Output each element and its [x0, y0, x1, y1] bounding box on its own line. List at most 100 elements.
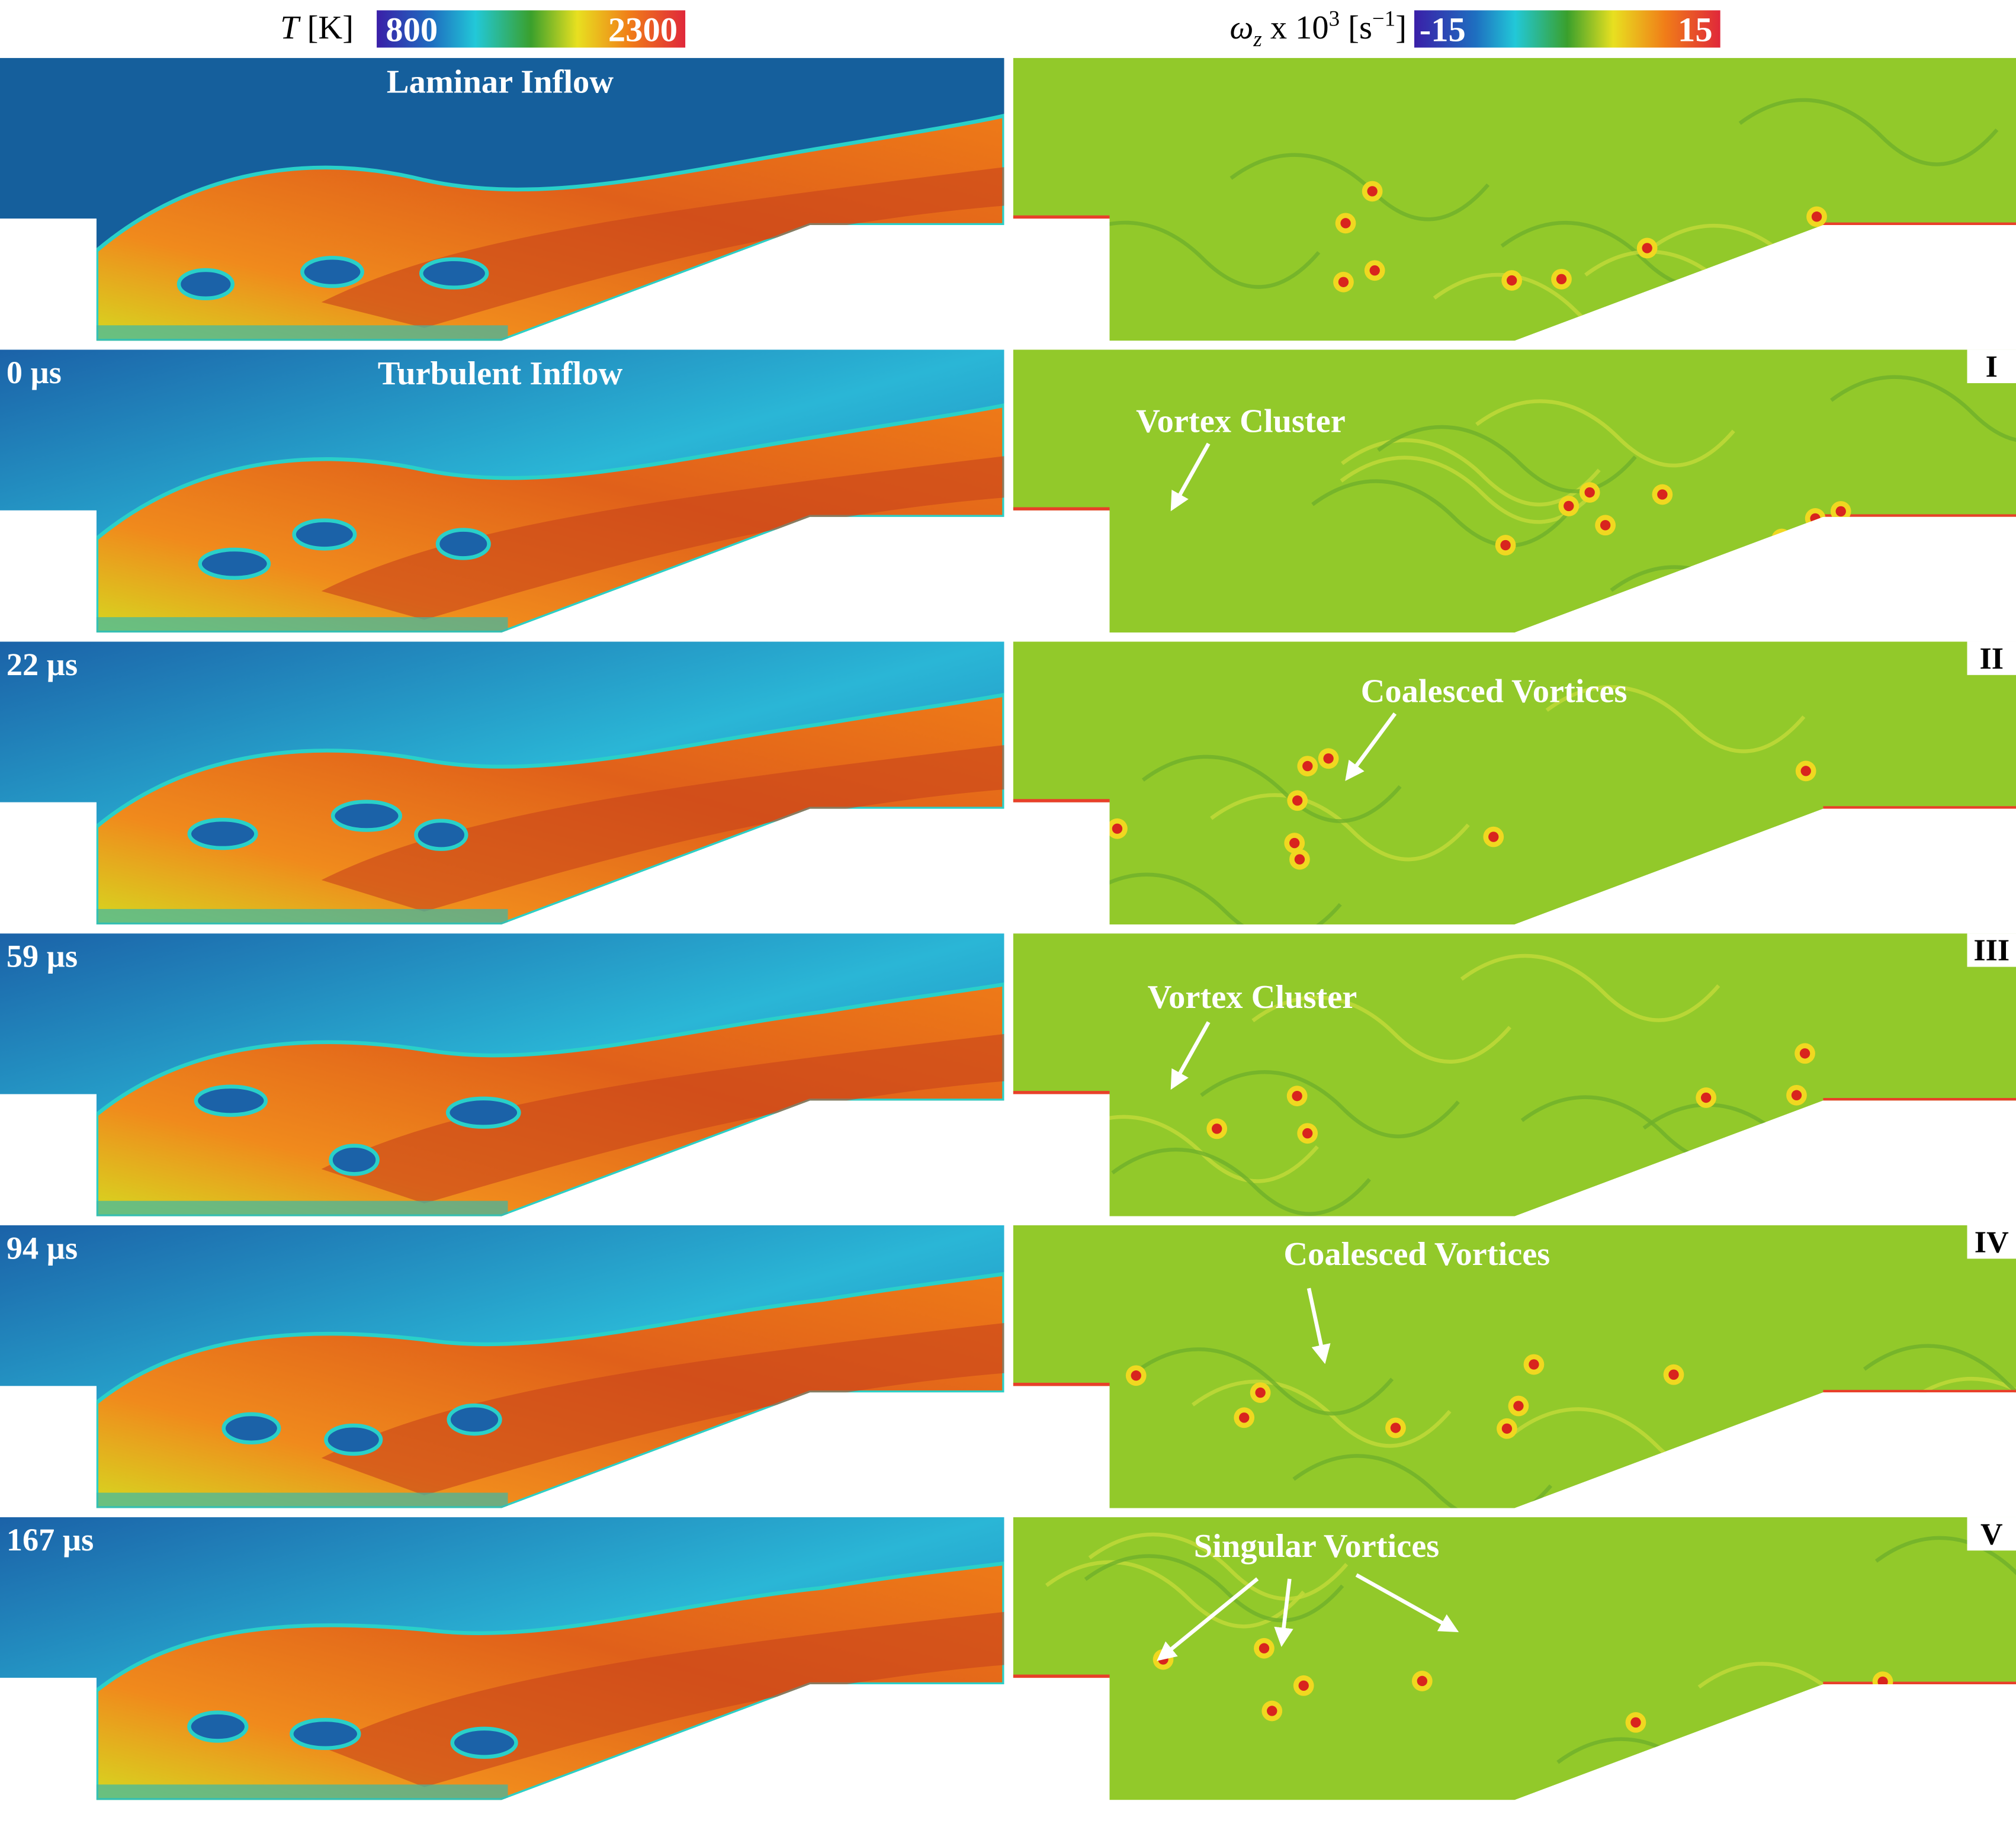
streak	[1738, 98, 1999, 166]
eddy	[198, 547, 271, 580]
arrow	[1157, 1577, 1259, 1661]
vortex-core	[1267, 1706, 1277, 1716]
streak	[1797, 1439, 2016, 1508]
vortex-core	[1500, 540, 1511, 551]
streak	[1200, 1070, 1460, 1139]
eddy	[414, 818, 468, 851]
vortex-core	[1700, 1092, 1712, 1103]
vortex-core	[1657, 489, 1668, 500]
streak	[1863, 1344, 2016, 1412]
eddy	[419, 257, 489, 290]
streak	[1141, 754, 1402, 823]
vortex-core	[1298, 1680, 1309, 1691]
roman-numeral: V	[1980, 1517, 2003, 1551]
flame-core	[321, 1034, 1004, 1204]
streak	[1813, 848, 2016, 917]
vortex-core	[1876, 1154, 1887, 1165]
eddy	[187, 817, 258, 850]
numeral-box	[1967, 641, 2016, 675]
vortex-core	[1642, 243, 1652, 253]
flame	[94, 403, 1004, 633]
vortex-core	[1733, 1740, 1745, 1751]
arrow	[1274, 1578, 1293, 1647]
vortex-core	[1292, 1090, 1302, 1102]
background	[1013, 933, 2016, 1216]
vortex-core	[1369, 265, 1380, 276]
streak	[1475, 399, 1735, 468]
eddy	[445, 1096, 521, 1129]
streak	[1664, 1726, 1924, 1795]
temperature-colorbar: T [K] 800 2300	[280, 9, 686, 49]
vortex-core	[1799, 1048, 1810, 1059]
streak	[1460, 953, 1720, 1022]
vortex-core	[1211, 1123, 1222, 1134]
vortex-core	[1255, 1387, 1266, 1398]
annotation: Coalesced Vortices	[1361, 673, 1627, 709]
eddy	[292, 518, 357, 551]
roman-numeral: II	[1979, 642, 2004, 676]
vorticity-panel	[1013, 57, 2016, 341]
arrow	[1170, 1021, 1211, 1090]
temperature-panel	[0, 1225, 1004, 1508]
time-label: 22 µs	[7, 647, 78, 682]
vortex-core	[1323, 753, 1334, 764]
temperature-panel	[0, 641, 1004, 924]
panel-title: Turbulent Inflow	[378, 355, 623, 392]
vortex-core	[1501, 1423, 1513, 1434]
arrow	[1306, 1287, 1331, 1364]
vortex-halo	[1728, 1735, 1749, 1756]
vorticity-panel	[1013, 349, 2016, 633]
arrow	[1345, 712, 1397, 781]
vortex-core	[1367, 186, 1378, 197]
eddy	[447, 1403, 502, 1436]
vortex-core	[1529, 1359, 1539, 1370]
flame-core	[321, 167, 1004, 328]
streak	[1210, 793, 1470, 862]
eddy	[324, 1423, 383, 1456]
streak	[1111, 1148, 1371, 1216]
panel-title: Laminar Inflow	[387, 63, 614, 100]
colorbar-max: 15	[1678, 11, 1713, 49]
annotation: Vortex Cluster	[1136, 403, 1346, 439]
annotation: Singular Vortices	[1194, 1528, 1439, 1565]
eddy	[194, 1084, 268, 1117]
time-label: 59 µs	[7, 939, 78, 974]
eddy	[176, 268, 235, 301]
numeral-box	[1967, 1225, 2016, 1259]
vortex-core	[1340, 218, 1351, 229]
vorticity-colorbar: ωz x 103 [s−1] -15 15	[1230, 6, 1720, 51]
background	[1013, 1517, 2016, 1800]
vortex-core	[1390, 1423, 1401, 1433]
temperature-panel	[0, 1517, 1004, 1800]
annotation: Coalesced Vortices	[1283, 1236, 1550, 1273]
background	[1013, 57, 2016, 341]
flame-core	[321, 1322, 1004, 1495]
eddy	[290, 1717, 361, 1750]
flame-core	[321, 745, 1004, 912]
streak	[1084, 1554, 1344, 1623]
vortex-core	[1289, 837, 1300, 849]
flame-core	[321, 456, 1004, 620]
wall-layer	[96, 617, 508, 633]
vortex-core	[1564, 500, 1574, 512]
streak	[1906, 1377, 2016, 1445]
colorbar	[1414, 10, 1720, 48]
streak	[1251, 996, 1511, 1064]
arrow	[1355, 1573, 1459, 1632]
vortex-core	[1791, 1090, 1802, 1101]
vortex-core	[1835, 506, 1846, 517]
annotation: Vortex Cluster	[1148, 979, 1357, 1016]
vortex-core	[1488, 831, 1499, 842]
vortex-core	[1294, 854, 1305, 865]
streak	[1134, 1347, 1394, 1416]
colorbar-min: -15	[1420, 11, 1466, 49]
colorbar-label: T [K]	[280, 9, 354, 46]
vorticity-panel	[1013, 933, 2016, 1216]
time-label: 94 µs	[7, 1230, 78, 1266]
streak	[1191, 1379, 1452, 1448]
roman-numeral: I	[1986, 350, 1998, 384]
vortex-core	[1668, 1369, 1679, 1380]
roman-numeral: IV	[1975, 1226, 2009, 1260]
temperature-panel	[0, 57, 1004, 341]
